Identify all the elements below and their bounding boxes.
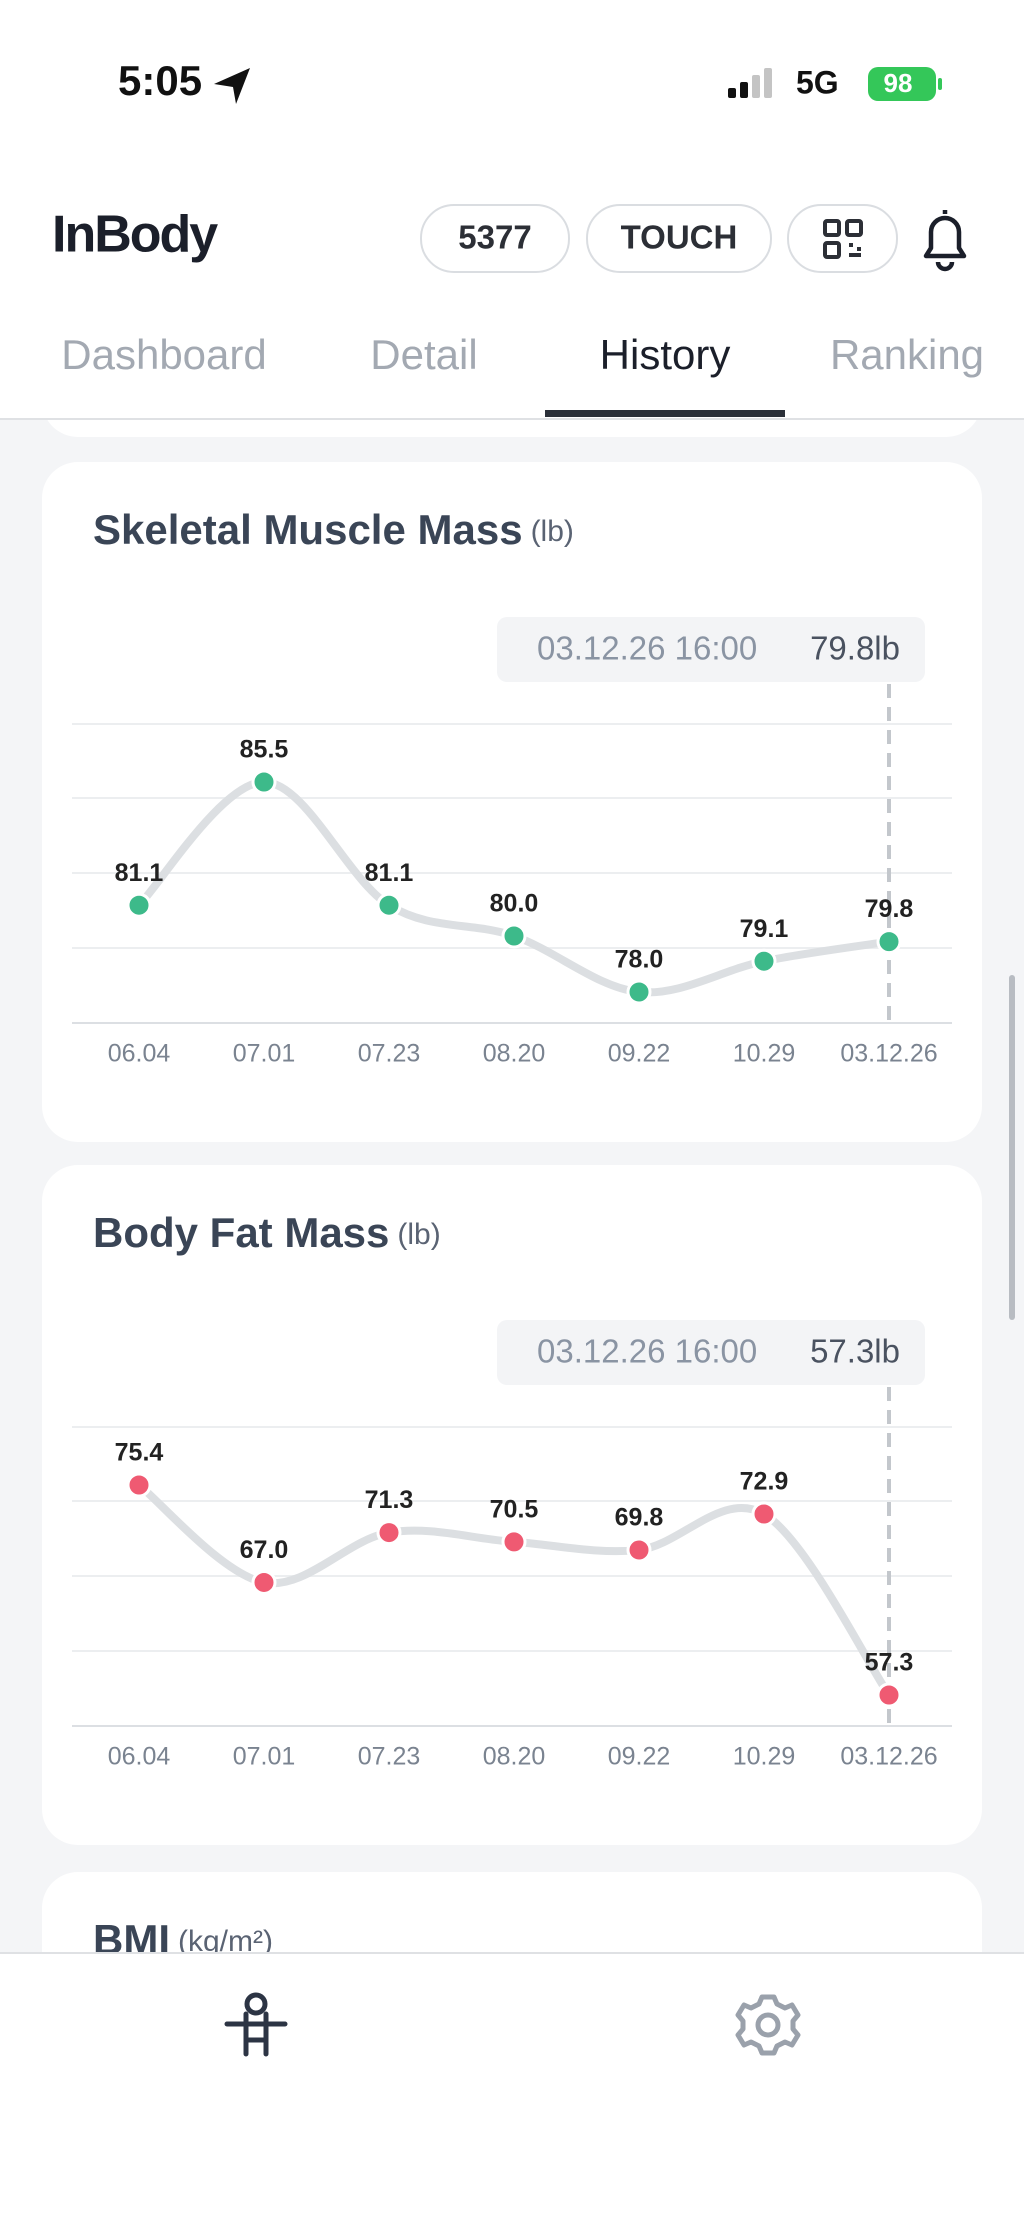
x-tick-label: 07.23 [358,1040,421,1068]
chip-label[interactable]: TOUCH [621,219,738,256]
value-label: 67.0 [240,1536,289,1564]
chip[interactable] [586,204,772,273]
x-tick-label: 09.22 [608,1040,671,1068]
title-text: Body Fat Mass [93,1209,389,1256]
settings-icon[interactable] [735,1994,801,2056]
tab-indicator [545,410,785,417]
data-point [626,979,652,1005]
x-tick-label: 03.12.26 [840,1040,937,1068]
data-point [126,892,152,918]
value-label: 78.0 [615,946,664,974]
data-point [376,1520,402,1546]
data-point [751,948,777,974]
data-point [251,769,277,795]
body-icon[interactable] [224,1992,288,2057]
scrollbar [1009,975,1015,1320]
tab[interactable]: Detail [370,331,477,378]
x-tick-label: 10.29 [733,1040,796,1068]
value-label: 72.9 [740,1468,789,1496]
x-tick-label: 06.04 [108,1743,171,1771]
x-tick-label: 07.01 [233,1040,296,1068]
title-text: Skeletal Muscle Mass [93,506,523,553]
card-title: Skeletal Muscle Mass (lb) [93,506,574,553]
data-point [126,1472,152,1498]
value-label: 79.1 [740,915,789,943]
x-tick-label: 08.20 [483,1040,546,1068]
data-point [376,892,402,918]
x-tick-label: 07.01 [233,1743,296,1771]
chart-card: Body Fat Mass (lb) 03.12.26 16:00 57.3lb 75.… [42,1165,982,1845]
bell-icon[interactable] [923,210,967,272]
bottom-nav [0,1953,1024,2226]
x-tick-label: 10.29 [733,1743,796,1771]
battery-level: 98 [884,68,913,98]
tooltip-date: 03.12.26 16:00 [537,1333,757,1370]
data-point [501,923,527,949]
unit-text: (lb) [397,1218,440,1251]
value-label: 69.8 [615,1504,664,1532]
data-point [876,1682,902,1708]
value-label: 75.4 [115,1439,164,1467]
x-tick-label: 09.22 [608,1743,671,1771]
status-time: 5:05 [118,57,202,104]
value-label: 71.3 [365,1486,414,1514]
tooltip-date: 03.12.26 16:00 [537,630,757,667]
value-label: 81.1 [115,859,164,887]
data-point [501,1529,527,1555]
tooltip-box [497,617,925,682]
network-label: 5G [796,64,839,100]
value-label: 79.8 [865,895,914,923]
x-tick-label: 07.23 [358,1743,421,1771]
value-label: 85.5 [240,736,289,764]
battery-tip [938,78,942,90]
tab[interactable]: History [600,331,731,378]
chart-card: Skeletal Muscle Mass (lb) 03.12.26 16:00 79… [42,462,982,1142]
battery-icon [868,67,936,101]
chip-label[interactable]: 5377 [458,219,531,256]
data-point [626,1537,652,1563]
location-icon [214,68,250,104]
data-point [751,1501,777,1527]
value-label: 80.0 [490,890,539,918]
value-label: 81.1 [365,859,414,887]
tab[interactable]: Dashboard [61,331,266,378]
chip[interactable] [420,204,570,273]
logo[interactable]: InBody [52,206,220,264]
data-point [876,929,902,955]
x-tick-label: 03.12.26 [840,1743,937,1771]
value-label: 70.5 [490,1495,539,1523]
qr-button[interactable] [787,204,898,273]
card-title: Body Fat Mass (lb) [93,1209,441,1256]
data-point [251,1569,277,1595]
tooltip-value: 79.8lb [810,630,900,667]
x-tick-label: 06.04 [108,1040,171,1068]
x-tick-label: 08.20 [483,1743,546,1771]
unit-text: (lb) [531,515,574,548]
tooltip-value: 57.3lb [810,1333,900,1370]
tooltip-box [497,1320,925,1385]
signal-icon [728,68,772,98]
qr-icon [823,219,863,259]
value-label: 57.3 [865,1649,914,1677]
tab[interactable]: Ranking [830,331,984,378]
